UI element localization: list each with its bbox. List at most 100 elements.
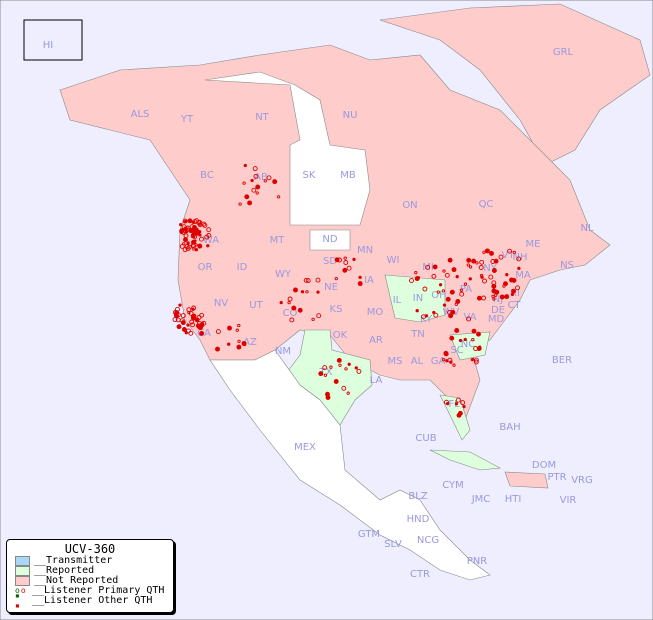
listener-marker	[466, 316, 472, 322]
region-label-ut: UT	[249, 300, 263, 311]
region-label-la: LA	[370, 375, 383, 386]
listener-marker	[442, 269, 446, 273]
listener-marker	[255, 191, 259, 195]
listener-marker	[473, 357, 479, 363]
region-label-mi: MI	[422, 262, 434, 273]
listener-marker	[344, 367, 348, 371]
transmitter-swatch	[15, 556, 30, 566]
listener-marker	[189, 224, 195, 230]
listener-marker	[316, 313, 322, 319]
region-label-cub: CUB	[415, 433, 436, 444]
listener-marker	[287, 300, 291, 305]
listener-marker	[193, 239, 197, 243]
region-label-il: IL	[393, 295, 402, 306]
region-label-ms: MS	[388, 356, 403, 367]
region-label-ok: OK	[333, 330, 348, 341]
listener-marker	[511, 277, 517, 283]
region-label-ca: CA	[197, 328, 211, 339]
listener-marker	[242, 342, 247, 347]
listener-marker	[498, 254, 504, 260]
listener-marker	[425, 264, 431, 270]
listener-marker	[458, 338, 463, 343]
listener-marker	[172, 317, 178, 323]
region-label-ma: MA	[515, 270, 531, 281]
region-label-in: IN	[413, 293, 423, 304]
listener-marker	[515, 285, 520, 291]
listener-marker	[194, 243, 198, 247]
listener-marker	[323, 373, 328, 377]
listener-marker	[289, 317, 295, 323]
listener-marker	[512, 250, 516, 255]
listener-marker	[191, 315, 196, 321]
legend-label: __Listener Other QTH	[32, 595, 153, 606]
listener-marker	[252, 166, 258, 172]
region-label-ptr: PTR	[547, 472, 566, 483]
region-label-ny: NY	[483, 263, 497, 274]
listener-markers	[172, 163, 522, 418]
listener-marker	[357, 281, 363, 287]
listener-marker	[191, 220, 195, 224]
listener-marker	[303, 277, 309, 283]
listener-marker	[460, 400, 466, 406]
listener-marker	[194, 248, 199, 252]
region-label-md: MD	[488, 314, 505, 325]
listener-marker	[287, 296, 293, 302]
listener-marker	[476, 295, 482, 301]
region-label-al: AL	[411, 356, 424, 367]
listener-marker	[449, 289, 455, 295]
region-label-me: ME	[526, 239, 541, 250]
region-label-ne: NE	[324, 282, 338, 293]
region-label-on: ON	[402, 200, 417, 211]
region-label-nd: ND	[322, 234, 337, 245]
listener-marker	[198, 233, 202, 237]
listener-marker	[470, 357, 475, 362]
legend-title: UCV-360	[64, 542, 116, 556]
listener-marker	[347, 362, 351, 366]
listener-marker	[338, 363, 342, 367]
listener-marker	[325, 395, 331, 400]
listener-marker	[491, 294, 495, 299]
listener-marker	[334, 276, 338, 281]
reported-swatch	[15, 566, 30, 576]
listener-marker	[237, 339, 241, 344]
region-label-ber: BER	[552, 355, 572, 366]
listener-marker	[251, 187, 257, 193]
listener-marker	[451, 267, 457, 273]
listener-marker	[441, 358, 446, 362]
mexico-central-america	[209, 349, 491, 581]
listener-marker	[186, 241, 190, 245]
listener-marker	[300, 290, 305, 294]
listener-marker	[505, 272, 509, 277]
listener-marker	[181, 327, 187, 332]
listener-marker	[448, 313, 454, 319]
region-label-az: AZ	[243, 337, 257, 348]
listener-marker	[329, 365, 333, 369]
listener-marker	[433, 312, 439, 318]
listener-marker	[305, 290, 309, 294]
listener-marker	[422, 286, 428, 292]
listener-marker	[492, 297, 496, 301]
listener-marker	[473, 359, 479, 365]
listener-marker	[444, 272, 450, 278]
listener-marker	[197, 243, 203, 249]
listener-marker	[488, 274, 494, 280]
region-label-id: ID	[237, 262, 248, 273]
listener-marker	[186, 323, 190, 327]
region-label-grl: GRL	[553, 47, 574, 58]
listener-marker	[318, 371, 324, 377]
region-label-fl: FL	[448, 399, 460, 410]
cuba	[429, 449, 502, 471]
region-label-sd: SD	[323, 256, 337, 267]
listener-marker	[343, 256, 347, 260]
listener-marker	[463, 282, 468, 286]
primary-qth-icon: oo	[15, 586, 27, 595]
listener-marker	[479, 259, 485, 265]
listener-marker	[482, 250, 486, 254]
listener-marker	[445, 359, 449, 363]
listener-marker	[438, 283, 443, 287]
listener-marker	[272, 179, 278, 185]
listener-marker	[463, 337, 467, 342]
listener-marker	[305, 278, 311, 284]
region-label-tx: TX	[319, 367, 333, 378]
